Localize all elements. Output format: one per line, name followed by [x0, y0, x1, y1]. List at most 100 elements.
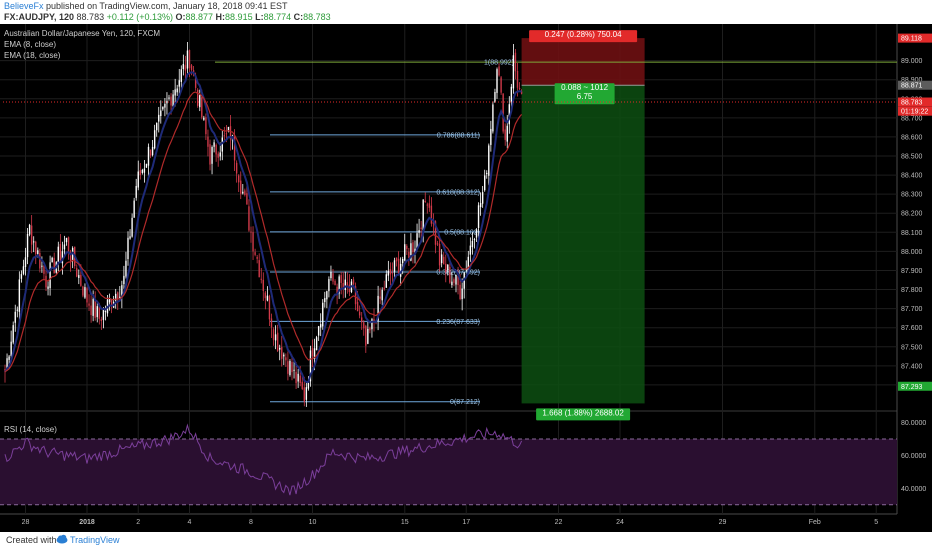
target-label-box — [536, 408, 631, 421]
candle-body — [147, 146, 150, 166]
candle-body — [486, 172, 488, 174]
legend-ema-slow[interactable]: EMA (18, close) — [4, 51, 61, 60]
candle-body — [104, 310, 107, 312]
candle-body — [332, 273, 334, 282]
candle-body — [203, 117, 205, 120]
price-tick-label: 88.000 — [901, 249, 923, 256]
fib-level-label: 0.236(87.633) — [436, 319, 480, 326]
candle-body — [326, 291, 328, 300]
candle-body — [320, 324, 322, 328]
candle-body — [422, 199, 424, 232]
candle-body — [389, 268, 392, 275]
created-with-label: Created with — [6, 535, 57, 545]
candle-body — [461, 288, 463, 300]
publish-info: published on TradingView.com, January 18… — [46, 1, 288, 11]
candle-body — [322, 302, 324, 327]
candle-body — [402, 258, 404, 264]
candle-body — [317, 326, 320, 336]
candle-body — [221, 137, 223, 152]
price-tag-box — [898, 97, 932, 107]
price-tag-box — [898, 106, 932, 116]
candle-body — [291, 362, 293, 373]
price-tick-label: 88.500 — [901, 154, 923, 161]
candle-body — [240, 180, 242, 194]
author-link[interactable]: BelieveFx — [4, 1, 44, 11]
price-tick-label: 89.000 — [901, 58, 923, 65]
ema-slow-line — [4, 91, 523, 373]
price-tag-label: 01:19:22 — [901, 109, 928, 116]
candle-body — [86, 288, 88, 303]
candle-body — [260, 278, 262, 280]
time-tick-label: 28 — [22, 519, 30, 526]
chart-canvas[interactable]: 89.00088.90088.80088.70088.60088.50088.4… — [0, 24, 932, 532]
candle-body — [213, 142, 215, 147]
candle-body — [412, 242, 414, 253]
candle-body — [76, 268, 78, 277]
publish-line: BelieveFx published on TradingView.com, … — [4, 1, 288, 11]
candle-body — [453, 279, 455, 283]
candle-body — [299, 375, 301, 383]
fib-level-label: 0(87.212) — [450, 399, 480, 406]
candle-body — [133, 200, 135, 218]
candle-body — [252, 232, 254, 252]
stop-loss-label-box — [529, 30, 638, 43]
footer: Created with TradingView — [0, 532, 932, 550]
candle-body — [270, 318, 273, 328]
candle-body — [197, 89, 199, 106]
candle-body — [117, 292, 119, 299]
candle-body — [217, 153, 219, 158]
candle-body — [41, 265, 43, 267]
candle-body — [123, 275, 125, 285]
candle-body — [256, 257, 258, 259]
candle-body — [399, 263, 402, 277]
price-tick-label: 88.900 — [901, 77, 923, 84]
candle-body — [295, 371, 297, 384]
candle-body — [305, 387, 308, 400]
price-tag-box — [898, 80, 932, 90]
candle-body — [156, 122, 158, 131]
candle-body — [426, 204, 428, 206]
chart-area[interactable]: 89.00088.90088.80088.70088.60088.50088.4… — [0, 24, 932, 532]
target-label: 1.668 (1.88%) 2688.02 — [542, 408, 624, 417]
candle-body — [387, 270, 390, 276]
candle-body — [338, 276, 340, 294]
candle-body — [8, 356, 10, 360]
candle-body — [49, 262, 51, 289]
candle-body — [35, 241, 37, 254]
candle-body — [6, 358, 8, 371]
legend-ema-fast[interactable]: EMA (8, close) — [4, 40, 57, 49]
fib-level-label: 0.5(88.102) — [444, 229, 480, 236]
time-tick-label: 2018 — [79, 519, 95, 526]
candle-body — [381, 289, 383, 301]
candle-body — [393, 260, 396, 272]
candle-body — [88, 303, 90, 306]
candle-body — [424, 200, 426, 202]
candle-body — [262, 279, 264, 291]
candle-body — [469, 245, 472, 255]
candle-body — [246, 193, 248, 205]
candle-body — [383, 287, 385, 290]
price-tick-label: 88.200 — [901, 211, 923, 218]
candle-body — [496, 69, 498, 93]
candle-body — [494, 91, 496, 103]
candle-body — [471, 240, 474, 248]
candle-body — [459, 284, 461, 300]
time-tick-label: 17 — [462, 519, 470, 526]
low-value: 88.774 — [263, 12, 292, 22]
candle-body — [18, 279, 21, 312]
candle-body — [449, 266, 451, 283]
candle-body — [176, 88, 178, 93]
price-tag-label: 89.118 — [901, 36, 922, 43]
tradingview-brand[interactable]: TradingView — [70, 535, 120, 545]
price-tick-label: 87.800 — [901, 287, 923, 294]
legend-rsi[interactable]: RSI (14, close) — [4, 425, 57, 434]
price-tag-box — [898, 33, 932, 43]
price-change: +0.112 (+0.13%) — [106, 12, 173, 22]
time-tick-label: 5 — [874, 519, 878, 526]
open-value: 88.877 — [185, 12, 214, 22]
candle-body — [61, 251, 64, 264]
tradingview-cloud-icon — [56, 534, 68, 544]
candle-body — [59, 244, 62, 261]
symbol-label: FX:AUDJPY, 120 — [4, 12, 75, 22]
candle-body — [164, 103, 166, 108]
